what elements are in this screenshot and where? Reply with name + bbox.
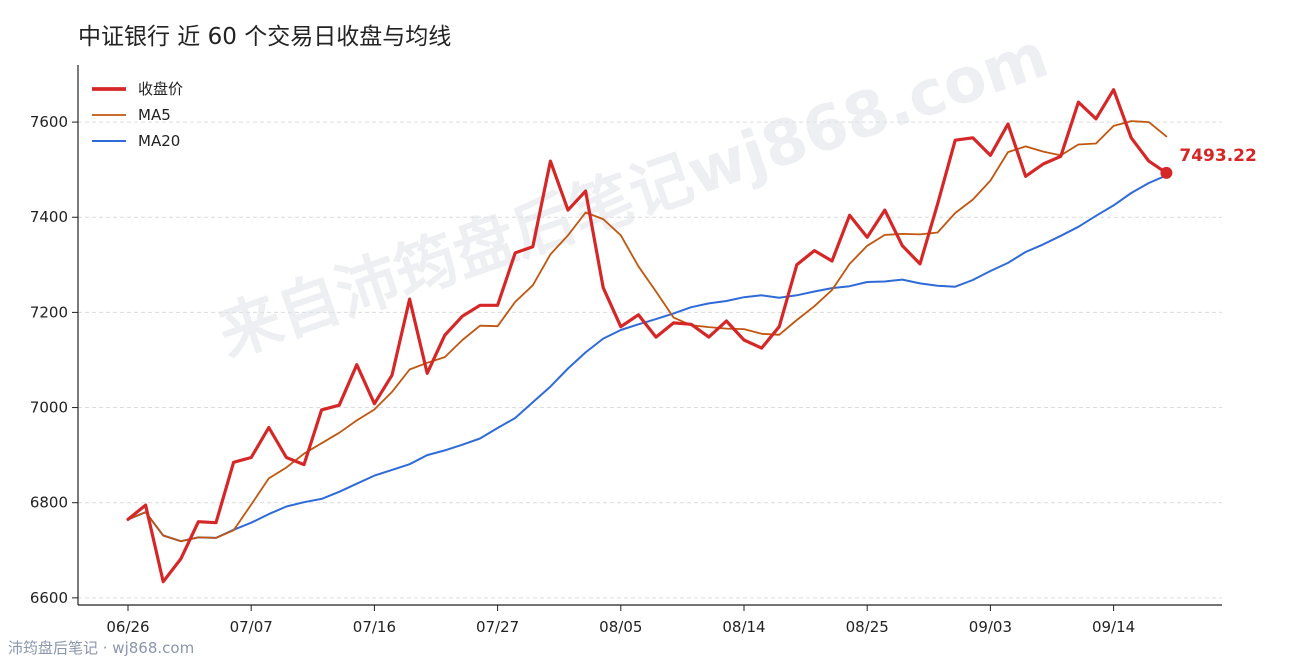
- y-tick-label: 6800: [30, 494, 68, 512]
- x-tick-label: 07/16: [353, 618, 396, 636]
- last-close-label: 7493.22: [1179, 146, 1256, 166]
- legend-label-close: 收盘价: [138, 80, 183, 98]
- series-line-ma20: [127, 174, 1168, 543]
- legend: 收盘价 MA5 MA20: [92, 80, 183, 150]
- x-tick-label: 08/05: [599, 618, 642, 636]
- last-close-marker: [1160, 166, 1173, 179]
- x-tick-label: 07/07: [230, 618, 273, 636]
- footer-credit: 沛筠盘后笔记 · wj868.com: [8, 639, 194, 657]
- axes: 6600 6800 7000 7200 7400 7600 06/26 07/07 07/16 0…: [30, 65, 1222, 636]
- y-tick-label: 7000: [30, 399, 68, 417]
- series-line-close: [126, 88, 1169, 584]
- x-tick-label: 09/14: [1092, 618, 1135, 636]
- series-line-ma5: [127, 120, 1168, 543]
- legend-label-ma5: MA5: [138, 106, 171, 124]
- y-tick-label: 7200: [30, 303, 68, 321]
- y-tick-label: 6600: [30, 589, 68, 607]
- grid: [78, 121, 1222, 599]
- y-tick-label: 7600: [30, 113, 68, 131]
- x-tick-label: 08/25: [846, 618, 889, 636]
- x-tick-label: 08/14: [722, 618, 765, 636]
- x-tick-label: 09/03: [969, 618, 1012, 636]
- legend-label-ma20: MA20: [138, 132, 180, 150]
- y-tick-label: 7400: [30, 208, 68, 226]
- series-group: 7493.22: [126, 88, 1257, 584]
- x-tick-label: 06/26: [106, 618, 149, 636]
- chart-title: 中证银行 近 60 个交易日收盘与均线: [78, 24, 451, 50]
- x-tick-label: 07/27: [476, 618, 519, 636]
